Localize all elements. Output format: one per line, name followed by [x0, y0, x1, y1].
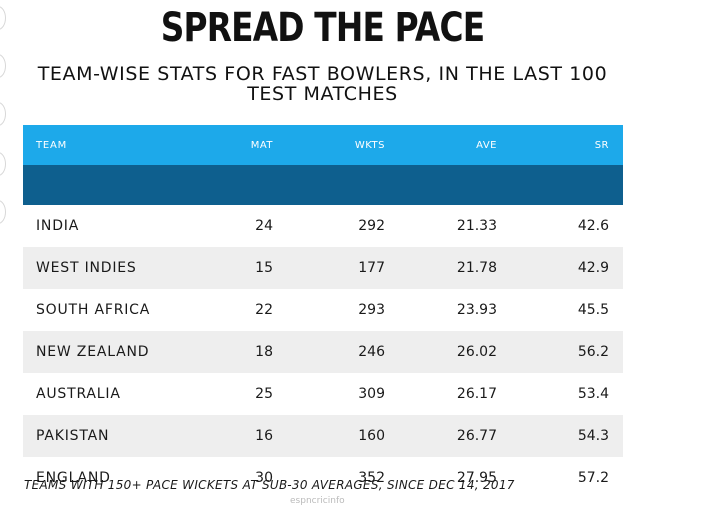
cell-team: AUSTRALIA: [36, 386, 121, 402]
column-header-sr: SR: [594, 139, 609, 151]
cell-mat: 24: [255, 218, 273, 234]
cell-mat: 25: [255, 386, 273, 402]
header-underline: [23, 165, 623, 205]
cell-team: PAKISTAN: [36, 428, 110, 444]
cell-ave: 27.95: [456, 470, 497, 486]
side-dot: [0, 102, 6, 126]
cell-ave: 26.17: [456, 386, 497, 402]
source-credit: espncricinfo: [290, 496, 345, 506]
cell-wkts: 177: [358, 260, 385, 276]
cell-ave: 21.33: [456, 218, 497, 234]
side-dot: [0, 6, 6, 30]
stats-table: TEAM MAT WKTS AVE SR INDIA 24 292 21.33 …: [23, 125, 623, 499]
cell-mat: 22: [255, 302, 273, 318]
cell-wkts: 160: [358, 428, 385, 444]
cell-mat: 30: [255, 470, 273, 486]
header-row: TEAM MAT WKTS AVE SR: [23, 125, 623, 165]
cell-team: WEST INDIES: [36, 260, 137, 276]
cell-team: ENGLAND: [36, 470, 111, 486]
cell-sr: 42.6: [577, 218, 609, 234]
cell-ave: 26.02: [456, 344, 497, 360]
side-dot: [0, 200, 6, 224]
cell-wkts: 246: [358, 344, 385, 360]
column-header-wkts: WKTS: [354, 139, 385, 151]
table-row: WEST INDIES 15 177 21.78 42.9: [23, 247, 623, 289]
cell-sr: 56.2: [577, 344, 609, 360]
cell-ave: 23.93: [456, 302, 497, 318]
table-row: PAKISTAN 16 160 26.77 54.3: [23, 415, 623, 457]
column-header-mat: MAT: [250, 139, 273, 151]
table-header: TEAM MAT WKTS AVE SR: [23, 125, 623, 205]
cell-wkts: 292: [358, 218, 385, 234]
cell-mat: 16: [255, 428, 273, 444]
cell-sr: 42.9: [577, 260, 609, 276]
table-body: INDIA 24 292 21.33 42.6 WEST INDIES 15 1…: [23, 205, 623, 499]
table-row: AUSTRALIA 25 309 26.17 53.4: [23, 373, 623, 415]
table-row: NEW ZEALAND 18 246 26.02 56.2: [23, 331, 623, 373]
cell-team: SOUTH AFRICA: [36, 302, 151, 318]
cell-team: NEW ZEALAND: [36, 344, 150, 360]
cell-wkts: 352: [358, 470, 385, 486]
cell-sr: 45.5: [577, 302, 609, 318]
cell-team: INDIA: [36, 218, 80, 234]
stats-table-container: TEAM MAT WKTS AVE SR INDIA 24 292 21.33 …: [23, 125, 623, 499]
chart-title: SPREAD THE PACE: [160, 5, 485, 51]
side-dot: [0, 152, 6, 176]
table-row: ENGLAND 30 352 27.95 57.2: [23, 457, 623, 499]
column-header-team: TEAM: [36, 139, 68, 151]
footnote: TEAMS WITH 150+ PACE WICKETS AT SUB-30 A…: [24, 478, 515, 492]
chart-subtitle: TEAM-WISE STATS FOR FAST BOWLERS, IN THE…: [37, 63, 608, 105]
cell-wkts: 293: [358, 302, 385, 318]
table-row: INDIA 24 292 21.33 42.6: [23, 205, 623, 247]
cell-mat: 18: [255, 344, 273, 360]
side-dot: [0, 54, 6, 78]
header-divider: [23, 165, 623, 205]
column-header-ave: AVE: [476, 139, 497, 151]
cell-ave: 26.77: [456, 428, 497, 444]
cell-sr: 53.4: [577, 386, 609, 402]
cell-wkts: 309: [358, 386, 385, 402]
cell-ave: 21.78: [456, 260, 497, 276]
table-row: SOUTH AFRICA 22 293 23.93 45.5: [23, 289, 623, 331]
cell-mat: 15: [255, 260, 273, 276]
cell-sr: 54.3: [577, 428, 609, 444]
cell-sr: 57.2: [577, 470, 609, 486]
